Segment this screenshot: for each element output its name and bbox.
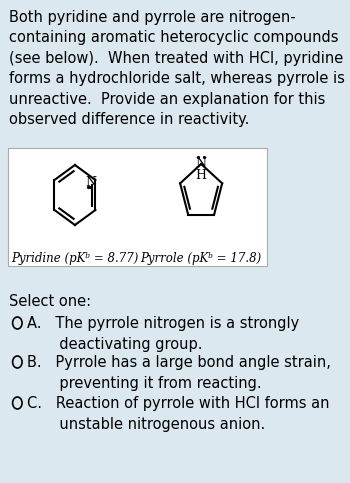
Text: C.   Reaction of pyrrole with HCl forms an
       unstable nitrogenous anion.: C. Reaction of pyrrole with HCl forms an… <box>27 396 329 432</box>
Text: Pyrrole (pKᵇ = 17.8): Pyrrole (pKᵇ = 17.8) <box>140 252 262 265</box>
Text: N: N <box>85 175 96 188</box>
Text: H: H <box>196 169 206 182</box>
Text: N: N <box>196 156 206 170</box>
Text: Both pyridine and pyrrole are nitrogen-
containing aromatic heterocyclic compoun: Both pyridine and pyrrole are nitrogen- … <box>9 10 345 127</box>
Text: A.   The pyrrole nitrogen is a strongly
       deactivating group.: A. The pyrrole nitrogen is a strongly de… <box>27 316 299 352</box>
Text: Pyridine (pKᵇ = 8.77): Pyridine (pKᵇ = 8.77) <box>11 252 139 265</box>
Text: Select one:: Select one: <box>9 294 92 309</box>
FancyBboxPatch shape <box>8 148 267 266</box>
Text: B.   Pyrrole has a large bond angle strain,
       preventing it from reacting.: B. Pyrrole has a large bond angle strain… <box>27 355 331 391</box>
